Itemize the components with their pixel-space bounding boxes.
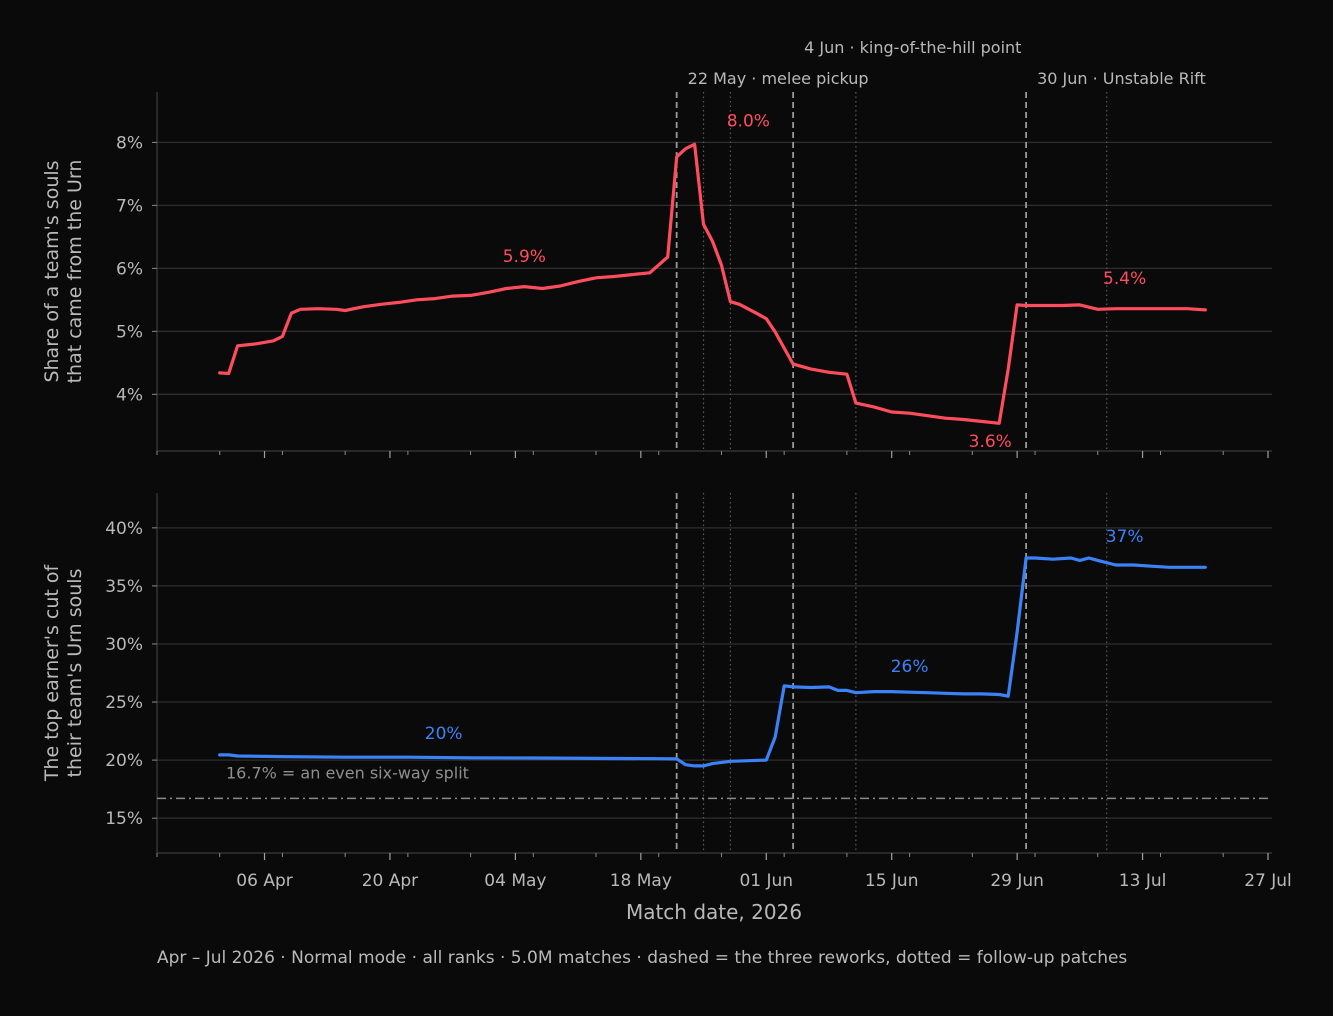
value-annotation: 8.0% <box>727 112 770 132</box>
footnote: Apr – Jul 2026 · Normal mode · all ranks… <box>157 948 1128 968</box>
y-tick-label: 5% <box>116 322 143 342</box>
x-tick-label: 18 May <box>610 871 672 891</box>
series-line <box>218 142 1207 425</box>
value-annotation: 3.6% <box>969 432 1012 452</box>
panel-top-earner-cut: 15% 20% 25% 30% 35% 40% 16.7% = an even six-wa… <box>41 493 1272 860</box>
x-tick-label: 27 Jul <box>1244 871 1292 891</box>
y-tick-label: 20% <box>105 751 143 771</box>
even-split-label: 16.7% = an even six-way split <box>226 764 469 783</box>
y-axis-title-line: that came from the Urn <box>64 160 86 384</box>
x-tick-label: 15 Jun <box>865 871 919 891</box>
y-tick-label: 35% <box>105 577 143 597</box>
value-annotation: 5.4% <box>1103 269 1146 289</box>
y-tick-label: 30% <box>105 635 143 655</box>
value-annotation: 26% <box>891 657 929 677</box>
series-line <box>218 556 1207 768</box>
y-axis-title-line: The top earner's cut of <box>41 564 63 783</box>
rework-label: 4 Jun · king-of-the-hill point <box>804 38 1021 57</box>
y-axis-title-line: Share of a team's souls <box>41 160 63 382</box>
y-tick-label: 15% <box>105 809 143 829</box>
urn-souls-chart: 4% 5% 6% 7% 8% 5.9% 8.0% 3.6% 5.4% Share of a tea… <box>41 38 1292 924</box>
rework-label: 22 May · melee pickup <box>688 69 869 88</box>
x-tick-label: 29 Jun <box>990 871 1044 891</box>
y-tick-label: 40% <box>105 519 143 539</box>
y-axis-title: Share of a team's souls that came from th… <box>41 160 86 384</box>
x-tick-label: 04 May <box>484 871 546 891</box>
y-tick-label: 8% <box>116 133 143 153</box>
value-annotation: 20% <box>425 724 463 744</box>
y-tick-label: 7% <box>116 196 143 216</box>
rework-label: 30 Jun · Unstable Rift <box>1037 69 1206 88</box>
x-tick-label: 01 Jun <box>739 871 793 891</box>
y-axis-title: The top earner's cut of their team's Urn … <box>41 564 86 783</box>
x-tick-label: 20 Apr <box>362 871 418 891</box>
value-annotation: 5.9% <box>503 247 546 267</box>
x-axis-title: Match date, 2026 <box>626 900 802 924</box>
y-tick-label: 25% <box>105 693 143 713</box>
value-annotation: 37% <box>1106 527 1144 547</box>
y-tick-label: 6% <box>116 259 143 279</box>
panel-urn-share: 4% 5% 6% 7% 8% 5.9% 8.0% 3.6% 5.4% Share of a tea… <box>41 92 1272 458</box>
y-tick-label: 4% <box>116 385 143 405</box>
x-tick-label: 06 Apr <box>236 871 292 891</box>
x-tick-label: 13 Jul <box>1119 871 1167 891</box>
y-axis-title-line: their team's Urn souls <box>64 569 86 778</box>
